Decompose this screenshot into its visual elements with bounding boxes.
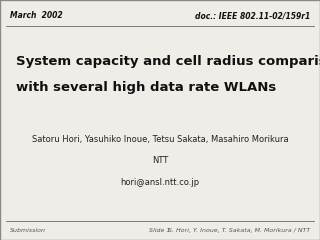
Text: NTT: NTT xyxy=(152,156,168,165)
Text: System capacity and cell radius comparison: System capacity and cell radius comparis… xyxy=(16,55,320,68)
Text: March  2002: March 2002 xyxy=(10,11,62,20)
Text: with several high data rate WLANs: with several high data rate WLANs xyxy=(16,81,276,94)
Text: S. Hori, Y. Inoue, T. Sakata, M. Morikura / NTT: S. Hori, Y. Inoue, T. Sakata, M. Morikur… xyxy=(168,228,310,233)
Text: doc.: IEEE 802.11-02/159r1: doc.: IEEE 802.11-02/159r1 xyxy=(195,11,310,20)
Text: Slide 1: Slide 1 xyxy=(149,228,171,233)
Text: Satoru Hori, Yasuhiko Inoue, Tetsu Sakata, Masahiro Morikura: Satoru Hori, Yasuhiko Inoue, Tetsu Sakat… xyxy=(32,135,288,144)
Text: Submission: Submission xyxy=(10,228,46,233)
Text: hori@ansl.ntt.co.jp: hori@ansl.ntt.co.jp xyxy=(120,178,200,187)
